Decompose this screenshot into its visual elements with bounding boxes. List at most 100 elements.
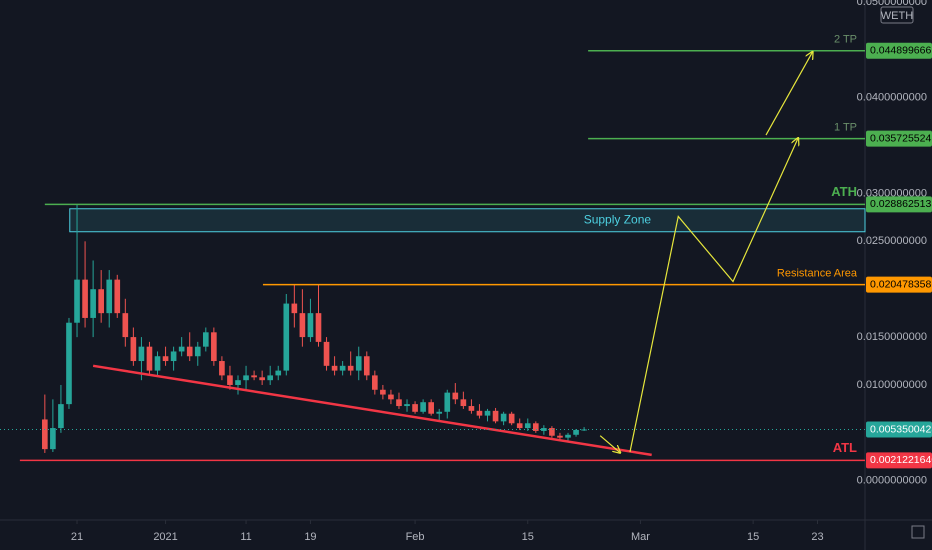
candle-body [500, 413, 507, 422]
candle-body [452, 392, 459, 400]
projection-path [629, 138, 798, 453]
price-label-box [866, 130, 932, 147]
candle-body [331, 365, 338, 371]
candle-body [130, 337, 137, 362]
candle-body [162, 356, 169, 362]
candle-body [404, 404, 410, 407]
candle-body [565, 434, 571, 438]
candle-body [299, 313, 306, 338]
candle-body [508, 413, 515, 424]
candle-body [186, 346, 193, 357]
candle-body [355, 356, 362, 371]
x-tick-label: 2021 [153, 531, 177, 543]
price-label-box [866, 421, 932, 438]
candle-body [58, 404, 64, 429]
candle-body [138, 346, 145, 362]
price-label: 0.0053500423 [870, 423, 932, 435]
projection-path [765, 52, 813, 136]
y-tick-label: 0.0400000000 [857, 92, 927, 104]
y-tick-label: 0.0500000000 [857, 0, 927, 8]
candle-body [82, 279, 88, 318]
candle-body [476, 410, 483, 416]
level-name: 1 TP [834, 122, 857, 134]
candle-body [363, 356, 370, 376]
candle-body [460, 399, 467, 407]
y-tick-label: 0.0250000000 [857, 235, 927, 247]
price-label-box [866, 42, 932, 59]
candle-body [267, 375, 274, 381]
candle-body [106, 279, 113, 314]
candle-body [444, 392, 451, 412]
projection-path [599, 435, 620, 453]
price-label-box [866, 196, 932, 213]
price-label: 0.0021221640 [870, 454, 932, 466]
x-tick-label: 11 [240, 531, 251, 543]
y-tick-label: 0.0000000000 [857, 475, 927, 487]
candle-body [484, 410, 491, 416]
y-tick-label: 0.0100000000 [857, 379, 927, 391]
price-label: 0.0204783586 [870, 278, 932, 290]
candle-body [227, 375, 233, 385]
candle-body [178, 346, 185, 352]
level-name: ATL [833, 440, 857, 455]
level-name: ATH [831, 184, 857, 199]
candle-body [66, 322, 72, 405]
candle-body [42, 419, 48, 450]
price-label-box [866, 452, 932, 469]
candle-body [339, 365, 346, 371]
x-tick-label: Mar [631, 531, 650, 543]
candle-body [516, 423, 523, 429]
candle-body [170, 351, 177, 362]
candle-body [114, 279, 121, 314]
candle-body [154, 356, 161, 371]
candle-body [283, 303, 290, 371]
trendline [92, 364, 652, 457]
price-label: 0.0448996661 [870, 45, 932, 57]
y-tick-label: 0.0150000000 [857, 331, 927, 343]
candle-body [251, 375, 257, 378]
candle-body [380, 389, 386, 395]
candle-body [557, 435, 563, 438]
candle-body [428, 402, 434, 414]
candle-body [211, 332, 217, 362]
candle-body [532, 423, 539, 431]
candle-body [90, 289, 96, 318]
candle-body [74, 279, 80, 323]
level-name: Resistance Area [777, 268, 858, 280]
candle-body [541, 428, 547, 431]
settings-icon[interactable] [911, 525, 925, 539]
candle-body [194, 346, 201, 357]
candle-body [259, 377, 265, 381]
candle-body [291, 303, 298, 314]
price-label-box [866, 276, 932, 293]
currency-box [880, 6, 914, 24]
candle-body [146, 346, 153, 371]
candle-body [275, 370, 282, 376]
currency: WETH [881, 10, 913, 22]
candle-body [549, 428, 555, 436]
candle-body [323, 341, 330, 366]
candle-body [581, 429, 587, 431]
candle-body [202, 332, 209, 347]
candle-body [436, 411, 443, 414]
supply-zone [69, 208, 866, 233]
x-tick-label: 21 [71, 531, 83, 543]
price-label: 0.0357255241 [870, 132, 932, 144]
candle-body [307, 313, 314, 338]
candle-body [420, 402, 426, 412]
candle-body [243, 375, 249, 381]
x-tick-label: 19 [304, 531, 316, 543]
candle-body [468, 406, 475, 411]
x-tick-label: 15 [747, 531, 759, 543]
candle-body [492, 410, 499, 422]
candle-body [573, 429, 579, 435]
candle-body [524, 423, 531, 429]
price-label: 0.0288625135 [870, 198, 932, 210]
candle-body [372, 375, 378, 390]
x-tick-label: 23 [811, 531, 823, 543]
level-name: 2 TP [834, 34, 857, 46]
candle-body [122, 313, 129, 338]
x-tick-label: Feb [406, 531, 425, 543]
